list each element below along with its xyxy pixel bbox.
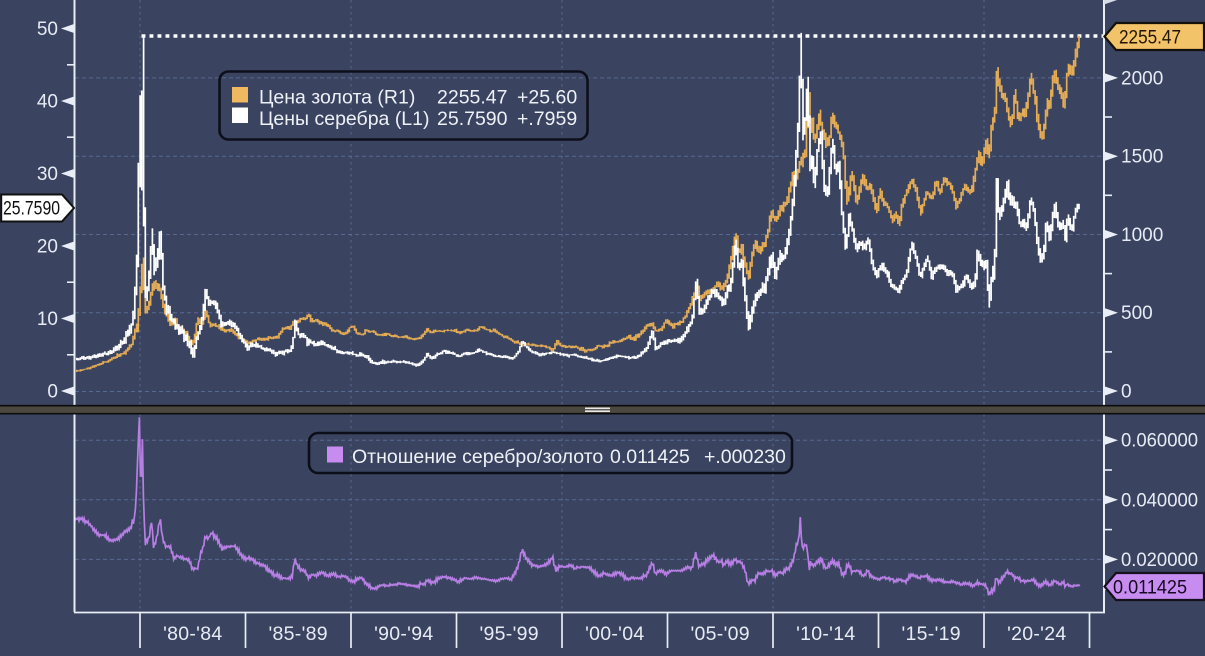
svg-text:2255.47: 2255.47 — [1119, 28, 1181, 49]
svg-text:25.7590: 25.7590 — [3, 199, 60, 220]
svg-text:'05-'09: '05-'09 — [690, 623, 749, 645]
svg-text:'85-'89: '85-'89 — [268, 623, 327, 645]
svg-text:0: 0 — [1121, 382, 1132, 403]
svg-text:10: 10 — [37, 309, 58, 330]
svg-text:+25.60: +25.60 — [517, 86, 577, 108]
svg-text:+.7959: +.7959 — [517, 108, 577, 130]
svg-text:0.011425: 0.011425 — [610, 446, 690, 468]
svg-text:'90-'94: '90-'94 — [374, 623, 433, 645]
svg-text:40: 40 — [37, 92, 58, 113]
svg-text:50: 50 — [37, 19, 58, 40]
svg-text:0.011425: 0.011425 — [1113, 578, 1187, 599]
svg-text:1000: 1000 — [1121, 225, 1163, 246]
svg-text:'95-'99: '95-'99 — [479, 623, 538, 645]
svg-text:'15-'19: '15-'19 — [901, 623, 960, 645]
svg-text:+.000230: +.000230 — [704, 446, 786, 468]
svg-text:'80-'84: '80-'84 — [163, 623, 222, 645]
svg-text:'00-'04: '00-'04 — [585, 623, 644, 645]
svg-text:0.020000: 0.020000 — [1121, 550, 1198, 571]
svg-text:0.060000: 0.060000 — [1121, 431, 1198, 452]
svg-text:2000: 2000 — [1121, 68, 1163, 89]
svg-text:Цена золота (R1): Цена золота (R1) — [259, 86, 415, 108]
svg-text:1500: 1500 — [1121, 147, 1163, 168]
svg-text:25.7590: 25.7590 — [437, 108, 508, 130]
svg-text:Цены серебра (L1): Цены серебра (L1) — [259, 108, 430, 130]
svg-text:500: 500 — [1121, 303, 1153, 324]
svg-text:20: 20 — [37, 237, 58, 258]
svg-text:2255.47: 2255.47 — [437, 86, 508, 108]
svg-text:'10-'14: '10-'14 — [796, 623, 855, 645]
svg-text:0: 0 — [47, 382, 58, 403]
svg-text:'20-'24: '20-'24 — [1007, 623, 1066, 645]
svg-text:Отношение серебро/золото: Отношение серебро/золото — [352, 446, 603, 468]
svg-text:0.040000: 0.040000 — [1121, 490, 1198, 511]
svg-text:30: 30 — [37, 164, 58, 185]
